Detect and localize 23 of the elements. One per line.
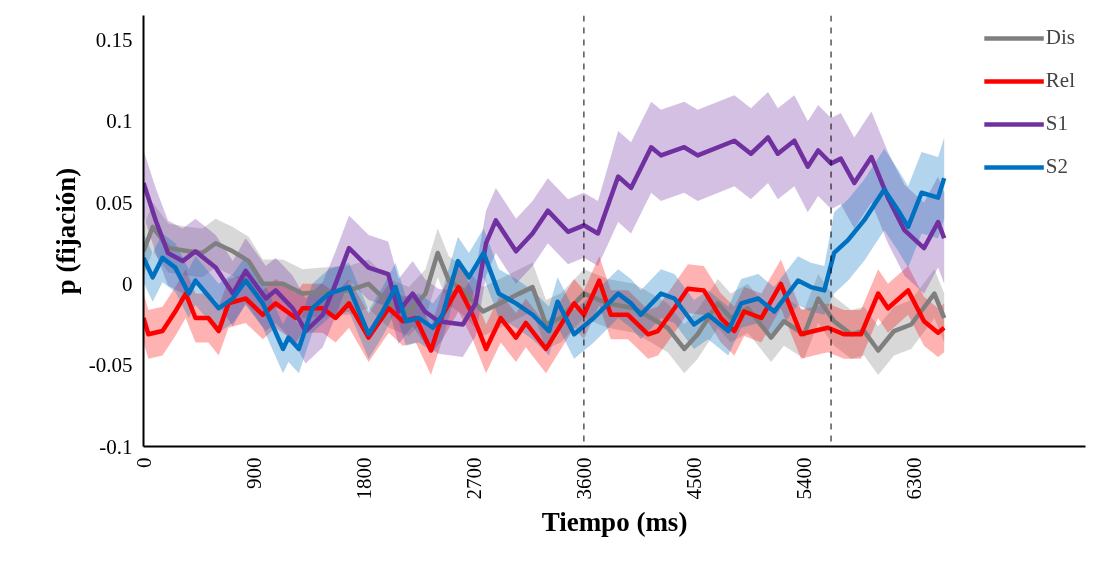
y-tick-label: 0.1 (106, 109, 133, 134)
legend-label: S2 (1045, 154, 1068, 179)
legend-label: S1 (1045, 111, 1068, 136)
x-tick-label: 3600 (571, 457, 596, 500)
y-tick-label: -0.1 (99, 434, 133, 459)
y-tick-label: -0.05 (88, 353, 133, 378)
line-series (143, 175, 947, 352)
legend-label: Dis (1045, 25, 1075, 50)
x-axis-title: Tiempo (ms) (541, 507, 688, 538)
legend-label: Rel (1045, 68, 1075, 93)
x-tick-label: 5400 (792, 457, 817, 500)
x-tick-label: 1800 (351, 457, 376, 500)
line-series (143, 278, 947, 353)
y-tick-label: 0.15 (95, 27, 133, 52)
x-tick-label: 2700 (461, 457, 486, 500)
line-series (143, 135, 947, 334)
x-tick-label: 900 (241, 457, 266, 489)
y-axis-title: p (fijación) (50, 167, 81, 295)
x-tick-label: 6300 (902, 457, 927, 500)
y-tick-label: 0.05 (95, 190, 133, 215)
x-tick-label: 4500 (682, 457, 707, 500)
x-tick-label: 0 (131, 457, 156, 468)
y-tick-label: 0 (122, 271, 133, 296)
